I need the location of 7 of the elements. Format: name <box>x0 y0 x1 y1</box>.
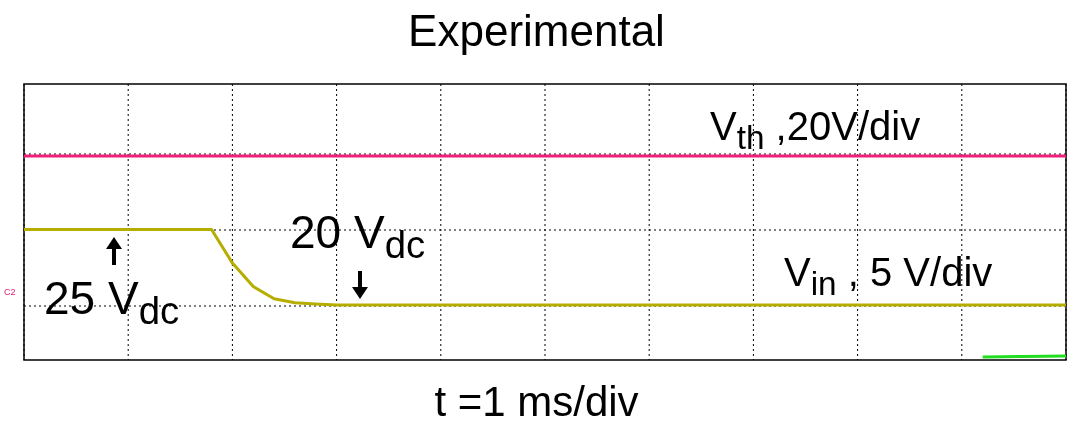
x-axis-title: t =1 ms/div <box>433 378 640 426</box>
series-label: V$_{th}$ ,20V/div <box>710 104 921 158</box>
chart-title: Experimental <box>407 6 666 56</box>
text: C2 <box>4 287 16 297</box>
series-label: V$_{in}$ , 5 V/div <box>784 250 993 304</box>
annotation: 25 V$_{dc}$ <box>44 271 180 334</box>
annotation: 20 V$_{dc}$ <box>290 204 426 268</box>
